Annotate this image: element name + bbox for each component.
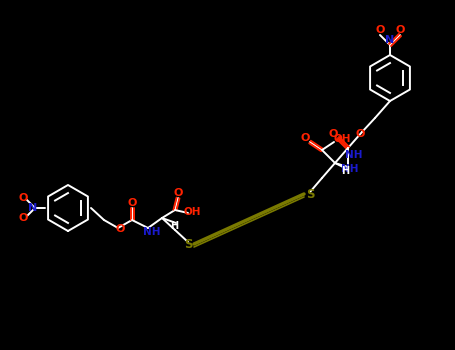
Text: OH: OH	[333, 134, 351, 144]
Text: N: N	[28, 203, 38, 213]
Text: NH: NH	[345, 150, 362, 161]
Text: O: O	[18, 213, 28, 223]
Text: NH: NH	[143, 227, 161, 237]
Text: NH: NH	[341, 164, 359, 174]
Text: S: S	[184, 238, 192, 251]
Text: O: O	[18, 193, 28, 203]
Text: O: O	[355, 129, 365, 139]
Text: O: O	[329, 129, 338, 139]
Text: O: O	[300, 133, 310, 143]
Text: O: O	[115, 224, 125, 234]
Text: OH: OH	[183, 207, 201, 217]
Text: S: S	[306, 188, 314, 201]
Text: N: N	[385, 35, 394, 45]
Text: H: H	[341, 166, 349, 176]
Text: O: O	[127, 198, 136, 208]
Text: O: O	[173, 188, 183, 198]
Text: O: O	[375, 25, 384, 35]
Text: H: H	[170, 221, 178, 231]
Text: O: O	[395, 25, 404, 35]
